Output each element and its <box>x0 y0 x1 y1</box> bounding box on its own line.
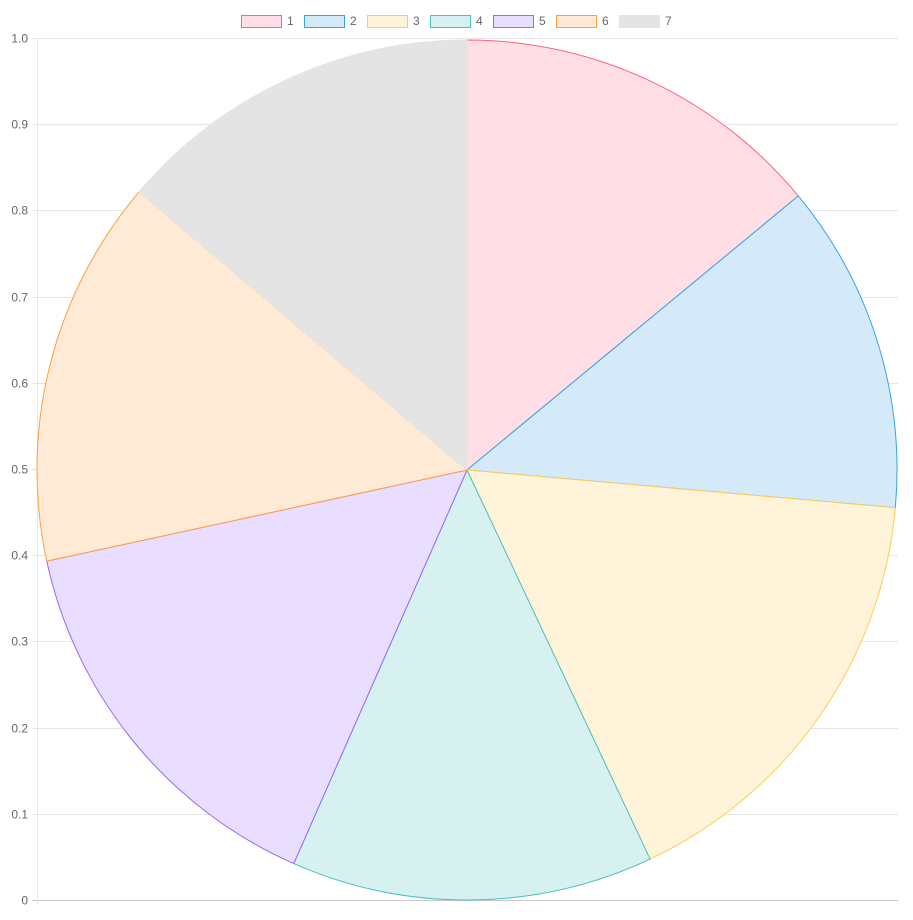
y-tick-label: 1.0 <box>11 32 28 46</box>
y-tick-label: 0.4 <box>11 549 28 563</box>
legend-label: 1 <box>287 14 294 28</box>
legend-swatch <box>556 15 597 28</box>
legend-item-4[interactable]: 4 <box>430 14 484 28</box>
y-tick-label: 0.5 <box>11 463 28 477</box>
legend-swatch <box>304 15 345 28</box>
pie-slice-2[interactable] <box>466 195 898 509</box>
y-tick-label: 0.2 <box>11 722 28 736</box>
legend-swatch <box>619 15 660 28</box>
pie-slice-7[interactable] <box>138 39 468 471</box>
legend-swatch <box>493 15 534 28</box>
y-tick-label: 0.6 <box>11 377 28 391</box>
legend-item-7[interactable]: 7 <box>619 14 673 28</box>
pie-slice-6[interactable] <box>36 191 468 562</box>
legend: 1 2 3 4 5 6 7 <box>241 14 673 28</box>
pie-slices <box>36 39 898 901</box>
y-tick-label: 0.1 <box>11 808 28 822</box>
y-tick-label: 0.3 <box>11 635 28 649</box>
legend-swatch <box>241 15 282 28</box>
y-tick-label: 0.7 <box>11 291 28 305</box>
legend-item-6[interactable]: 6 <box>556 14 610 28</box>
legend-label: 2 <box>350 14 357 28</box>
legend-label: 7 <box>665 14 672 28</box>
legend-swatch <box>367 15 408 28</box>
pie-slice-3[interactable] <box>466 469 896 860</box>
pie-slice-4[interactable] <box>293 469 651 901</box>
pie-slice-1[interactable] <box>466 39 799 471</box>
y-tick-label: 0 <box>21 894 28 908</box>
legend-label: 6 <box>602 14 609 28</box>
legend-item-5[interactable]: 5 <box>493 14 547 28</box>
legend-label: 3 <box>413 14 420 28</box>
y-axis: 0 0.1 0.2 0.3 0.4 0.5 0.6 0.7 0.8 0.9 1.0 <box>11 32 38 908</box>
legend-item-2[interactable]: 2 <box>304 14 358 28</box>
legend-item-1[interactable]: 1 <box>241 14 295 28</box>
y-tick-label: 0.8 <box>11 204 28 218</box>
legend-label: 5 <box>539 14 546 28</box>
pie-slice-5[interactable] <box>46 469 468 865</box>
y-tick-label: 0.9 <box>11 118 28 132</box>
legend-item-3[interactable]: 3 <box>367 14 421 28</box>
legend-label: 4 <box>476 14 483 28</box>
legend-swatch <box>430 15 471 28</box>
